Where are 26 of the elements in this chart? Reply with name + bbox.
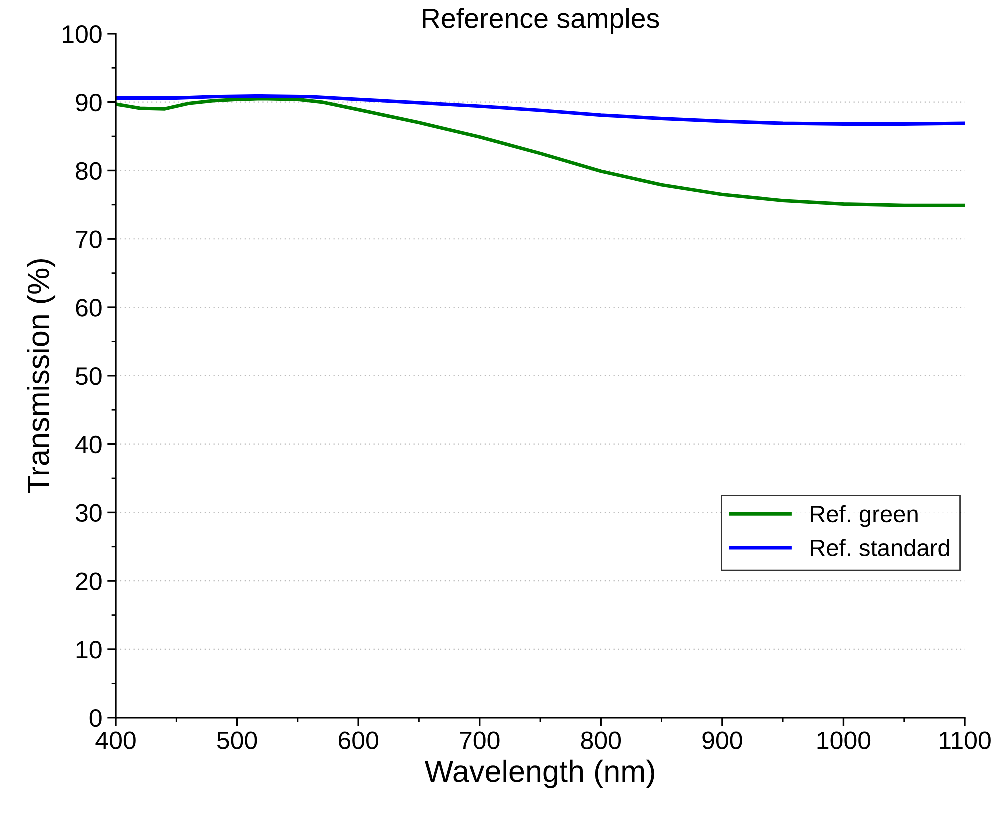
legend-label: Ref. standard <box>811 539 950 556</box>
y-tick-label: 60 <box>76 299 102 317</box>
y-tick-label: 20 <box>76 572 102 590</box>
y-tick-label: 30 <box>76 504 102 522</box>
line-series <box>116 97 965 208</box>
y-tick-label: 0 <box>90 709 102 728</box>
x-axis-title: Wavelength (nm) <box>424 760 654 788</box>
y-tick-label: 50 <box>76 368 102 386</box>
x-tick-label: 1000 <box>818 732 871 750</box>
y-tick-label: 10 <box>76 641 102 659</box>
y-tick-label: 80 <box>76 162 102 180</box>
x-tick-label: 700 <box>460 732 500 750</box>
y-tick-label: 90 <box>76 94 102 112</box>
x-tick-label: 800 <box>581 732 622 750</box>
chart-title: Reference samples <box>423 8 660 34</box>
x-tick-label: 900 <box>702 732 742 750</box>
x-tick-label: 600 <box>338 732 378 750</box>
legend-label: Ref. green <box>811 505 918 528</box>
x-tick-label: 500 <box>217 732 258 750</box>
y-tick-label: 70 <box>76 230 102 248</box>
x-tick-label: 400 <box>96 732 136 750</box>
y-axis-title: Transmission (%) <box>27 260 56 494</box>
y-tick-label: 100 <box>63 26 102 44</box>
y-tick-label: 40 <box>76 436 102 454</box>
line-series <box>116 94 965 126</box>
x-tick-label: 1100 <box>940 732 991 750</box>
